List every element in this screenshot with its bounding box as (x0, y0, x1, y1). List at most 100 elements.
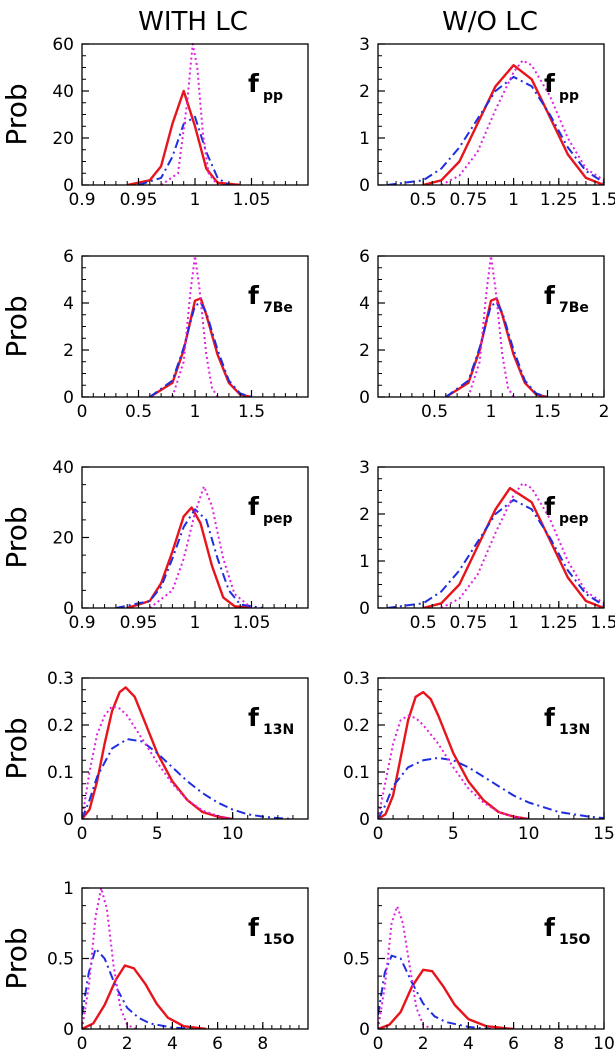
series-line-solid (82, 686, 233, 819)
x-tick-label: 5 (448, 824, 459, 844)
series-line-dotted (440, 482, 604, 608)
y-tick-label: 0.5 (343, 950, 370, 970)
series-line-dashdot (445, 302, 548, 397)
x-tick-label: 1.5 (238, 402, 265, 422)
series-line-dashdot (386, 75, 604, 185)
panel-label-subscript: 13N (263, 722, 294, 738)
panel-15o-without-lc: 0 2 4 6 8 10 0 0.5 f 15O (343, 887, 615, 1054)
y-tick-label: 0.2 (47, 716, 74, 736)
panel-pep-with-lc: 0.9 0.95 1 1.05 0 20 40 f pep Prob (0, 458, 309, 633)
series-line-solid (82, 964, 207, 1029)
x-tick-label: 1.5 (590, 190, 615, 210)
x-tick-label: 0.75 (449, 613, 487, 633)
series-line-dotted (149, 485, 253, 608)
y-tick-label: 0 (63, 1020, 74, 1040)
x-tick-label: 2 (599, 402, 610, 422)
plot-frame (81, 466, 309, 609)
y-tick-label: 20 (52, 129, 74, 149)
y-tick-label: 6 (63, 247, 74, 267)
y-tick-label: 0 (359, 810, 370, 830)
panel-label: f (544, 69, 556, 98)
x-tick-label: 1.05 (233, 190, 271, 210)
panel-label-subscript: 7Be (263, 300, 293, 316)
y-tick-label: 0 (63, 810, 74, 830)
panel-label-subscript: pep (559, 511, 589, 527)
panel-label-subscript: 15O (559, 932, 590, 948)
series-line-dashdot (149, 302, 252, 397)
panel-label-subscript: 7Be (559, 300, 589, 316)
y-tick-label: 0.1 (47, 763, 74, 783)
series-line-dashdot (386, 498, 604, 608)
y-tick-label: 60 (52, 35, 74, 55)
x-tick-label: 10 (518, 824, 540, 844)
x-tick-label: 8 (553, 1034, 564, 1054)
x-tick-label: 1 (190, 402, 201, 422)
x-tick-label: 4 (463, 1034, 474, 1054)
y-tick-label: 0 (359, 1020, 370, 1040)
series-line-dotted (467, 255, 515, 397)
plot-frame (377, 466, 605, 609)
x-tick-label: 6 (212, 1034, 223, 1054)
y-tick-label: 0 (63, 388, 74, 408)
y-tick-label: 0.3 (47, 669, 74, 689)
x-tick-label: 0.9 (68, 190, 95, 210)
y-tick-label: 6 (359, 247, 370, 267)
plot-frame (81, 255, 309, 398)
series-line-dashdot (138, 115, 230, 185)
y-tick-label: 3 (359, 35, 370, 55)
y-tick-label: 2 (359, 341, 370, 361)
x-tick-label: 0.5 (410, 190, 437, 210)
series-line-dotted (378, 905, 433, 1029)
series-line-dashdot (378, 756, 604, 819)
panel-pep-without-lc: 0.5 0.75 1 1.25 1.5 0 1 2 3 f pep (359, 458, 615, 633)
x-tick-label: 1 (190, 190, 201, 210)
x-tick-label: 0.95 (120, 613, 158, 633)
panel-7be-with-lc: 0 0.5 1 1.5 0 2 4 6 f 7Be Prob (0, 247, 309, 422)
y-tick-label: 0.5 (47, 950, 74, 970)
x-tick-label: 0.9 (68, 613, 95, 633)
x-tick-label: 0 (77, 1034, 88, 1054)
panel-label: f (248, 281, 260, 310)
x-tick-label: 0 (373, 1034, 384, 1054)
y-tick-label: 40 (52, 82, 74, 102)
series-line-dashdot (82, 947, 196, 1029)
x-tick-label: 5 (152, 824, 163, 844)
y-tick-label: 0 (359, 388, 370, 408)
y-tick-label: 1 (63, 879, 74, 899)
x-tick-label: 1.5 (534, 402, 561, 422)
panel-label-subscript: pep (263, 511, 293, 527)
y-axis-label: Prob (0, 927, 33, 989)
x-tick-label: 1.05 (233, 613, 271, 633)
series-line-dashdot (82, 738, 293, 819)
plot-frame (377, 887, 605, 1030)
series-line-dashdot (115, 508, 263, 608)
series-line-solid (378, 690, 529, 819)
x-tick-label: 15 (593, 824, 615, 844)
column-title-without-lc: W/O LC (442, 7, 538, 37)
x-tick-label: 1.5 (590, 613, 615, 633)
x-tick-label: 1 (190, 613, 201, 633)
x-tick-label: 0.5 (421, 402, 448, 422)
y-tick-label: 0 (63, 176, 74, 196)
panel-label: f (248, 492, 260, 521)
panel-pp-without-lc: 0.5 0.75 1 1.25 1.5 0 1 2 3 f pp (359, 35, 615, 210)
x-tick-label: 4 (167, 1034, 178, 1054)
panel-label: f (248, 69, 260, 98)
x-tick-label: 0 (373, 824, 384, 844)
x-tick-label: 0 (77, 402, 88, 422)
x-tick-label: 8 (257, 1034, 268, 1054)
x-tick-label: 0 (77, 824, 88, 844)
series-line-dotted (171, 255, 219, 397)
x-tick-label: 6 (508, 1034, 519, 1054)
panel-label: f (544, 281, 556, 310)
x-tick-label: 0.95 (120, 190, 158, 210)
series-line-dotted (82, 887, 137, 1029)
y-tick-label: 4 (359, 294, 370, 314)
x-tick-label: 10 (222, 824, 244, 844)
x-tick-label: 0.75 (449, 190, 487, 210)
x-tick-label: 1.25 (540, 190, 578, 210)
y-tick-label: 2 (359, 505, 370, 525)
plot-frame (377, 255, 605, 398)
y-tick-label: 1 (359, 552, 370, 572)
